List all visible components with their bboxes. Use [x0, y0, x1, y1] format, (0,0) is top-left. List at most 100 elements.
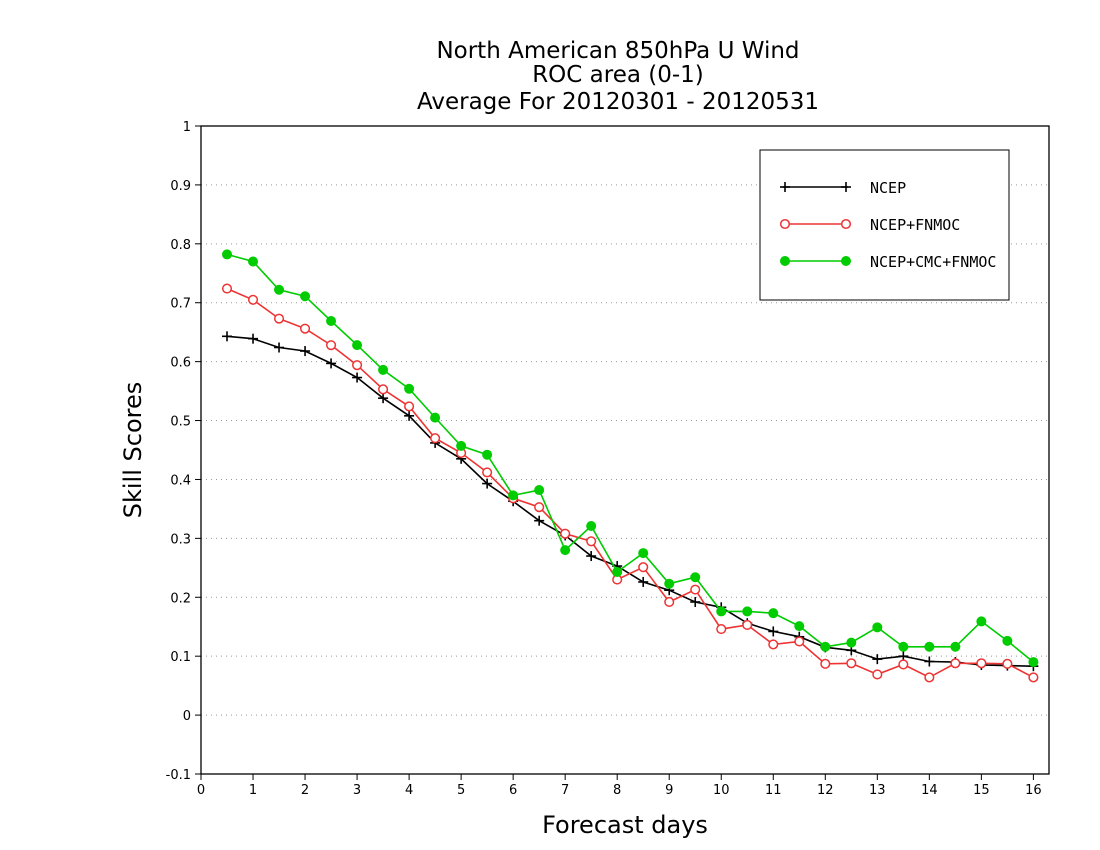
data-point [872, 654, 883, 665]
data-point [768, 626, 779, 637]
y-tick-label: -0.1 [166, 768, 191, 783]
data-point [221, 283, 233, 294]
legend-entry: NCEP+CMC+FNMOC [780, 253, 996, 271]
data-point [820, 641, 831, 652]
legend-entries: NCEP NCEP+FNMOC NCEP+CMC+FNMOC [779, 179, 996, 271]
data-point [248, 333, 259, 344]
legend-label: NCEP+CMC+FNMOC [870, 253, 996, 271]
x-tick-label: 9 [665, 783, 673, 798]
data-point [690, 596, 701, 607]
data-point [326, 315, 337, 326]
data-point [560, 528, 571, 539]
data-point [352, 340, 363, 351]
data-point [924, 641, 935, 652]
legend-marker [779, 218, 791, 230]
data-point [352, 360, 363, 371]
data-point [430, 412, 441, 423]
x-tick-label: 12 [817, 783, 834, 798]
x-axis-ticks: 0 1 2 3 4 5 6 7 8 9 10 11 12 13 14 15 16 [197, 774, 1042, 798]
y-tick-label: 0.5 [170, 415, 191, 430]
data-point [247, 294, 259, 305]
data-point [534, 485, 545, 496]
y-tick-label: 0.7 [170, 297, 191, 312]
data-point [534, 515, 545, 526]
data-point [898, 641, 909, 652]
data-point [586, 520, 597, 531]
data-point [222, 331, 233, 342]
x-tick-label: 15 [973, 783, 990, 798]
data-point [794, 636, 805, 647]
data-point [352, 372, 363, 383]
data-point [872, 622, 883, 633]
data-point [456, 440, 467, 451]
x-tick-label: 3 [353, 783, 361, 798]
data-point [794, 621, 805, 632]
series-line [226, 287, 1034, 679]
data-point [586, 536, 597, 547]
x-tick-label: 4 [405, 783, 413, 798]
legend-marker [841, 256, 851, 266]
data-point [326, 358, 337, 369]
chart-title-line-2: ROC area (0-1) [532, 62, 704, 88]
data-point [924, 656, 935, 667]
x-tick-label: 13 [869, 783, 886, 798]
data-point [482, 449, 493, 460]
legend-marker [780, 182, 790, 192]
data-point [976, 658, 987, 669]
data-point [690, 572, 701, 583]
data-point [872, 669, 883, 680]
data-point [924, 672, 935, 683]
x-tick-label: 10 [713, 783, 730, 798]
data-point [638, 576, 649, 587]
data-point [222, 249, 233, 260]
legend-label: NCEP+FNMOC [870, 216, 960, 234]
legend: NCEP NCEP+FNMOC NCEP+CMC+FNMOC [759, 149, 1010, 301]
data-point [274, 284, 285, 295]
data-point [976, 616, 987, 627]
series-1 [221, 283, 1039, 683]
x-axis-label: Forecast days [542, 811, 708, 839]
data-point [846, 637, 857, 648]
y-axis-label: Skill Scores [119, 382, 147, 519]
x-tick-label: 11 [765, 783, 782, 798]
data-point [664, 578, 675, 589]
data-point [742, 619, 753, 631]
data-point [846, 658, 857, 669]
data-point [1028, 657, 1039, 668]
data-point [274, 342, 285, 353]
legend-entry: NCEP [780, 179, 906, 197]
y-tick-label: 0.4 [170, 473, 191, 488]
data-point [378, 384, 389, 395]
x-tick-label: 7 [561, 783, 569, 798]
data-point [638, 562, 649, 573]
data-point [430, 433, 441, 444]
chart-title-line-1: North American 850hPa U Wind [436, 38, 799, 64]
data-point [716, 606, 727, 617]
data-point [638, 548, 649, 559]
x-tick-label: 16 [1025, 783, 1042, 798]
data-point [404, 383, 415, 394]
y-tick-label: 0.8 [170, 238, 191, 253]
data-point [1028, 672, 1039, 683]
data-point [664, 596, 675, 608]
x-tick-label: 2 [301, 783, 309, 798]
data-point [273, 313, 285, 324]
y-axis-ticks: -0.1 0 0.1 0.2 0.3 0.4 0.5 0.6 0.7 0.8 0.9 1 [166, 120, 201, 783]
data-point [299, 323, 311, 334]
y-tick-label: 0.6 [170, 356, 191, 371]
data-point [768, 639, 779, 650]
legend-marker [780, 256, 790, 266]
data-point [534, 502, 545, 513]
y-tick-label: 0.1 [170, 650, 191, 665]
data-point [716, 624, 727, 635]
data-point [378, 364, 389, 375]
data-point [742, 606, 753, 617]
plot-frame [200, 125, 1050, 775]
data-point [404, 410, 415, 421]
series-line [226, 253, 1034, 663]
data-point [690, 584, 701, 595]
legend-marker [841, 182, 851, 192]
chart-title: North American 850hPa U Wind ROC area (0… [417, 38, 819, 115]
legend-label: NCEP [870, 179, 906, 197]
data-point [612, 566, 623, 577]
